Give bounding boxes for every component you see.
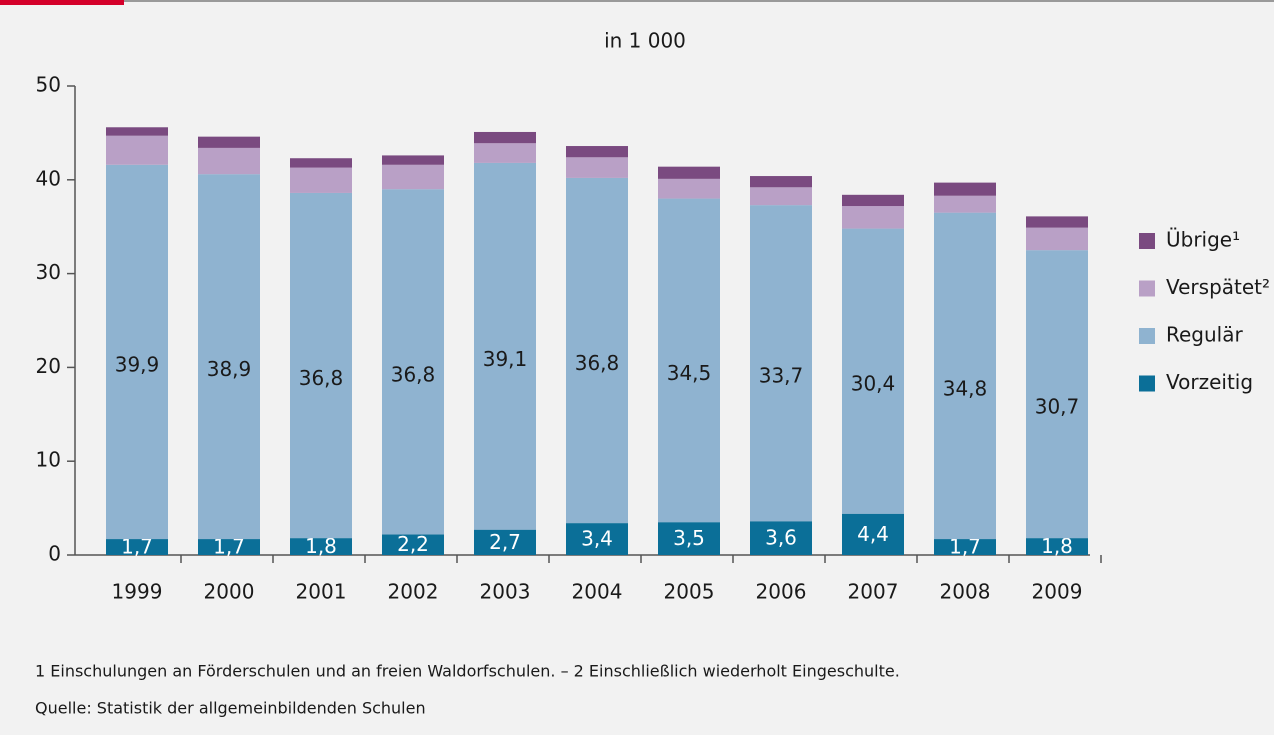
bar-segment [106, 127, 168, 136]
legend-label: Verspätet² [1166, 275, 1270, 299]
bar-segment [198, 136, 260, 148]
legend-swatch [1139, 328, 1155, 344]
bar-segment [842, 206, 904, 229]
x-tick-label: 2004 [572, 580, 623, 604]
bar-segment [474, 131, 536, 144]
chart-title: in 1 000 [604, 29, 686, 53]
bar-segment [106, 135, 168, 165]
bar-segment [934, 195, 996, 213]
bar-segment [474, 529, 536, 555]
bar-segment [290, 167, 352, 193]
x-tick-label: 2005 [664, 580, 715, 604]
data-label: 36,8 [299, 366, 344, 390]
bar-segment [934, 539, 996, 555]
y-tick-label: 40 [36, 166, 61, 190]
x-tick-label: 2009 [1032, 580, 1083, 604]
bar-segment [750, 187, 812, 206]
y-tick-label: 0 [48, 542, 61, 566]
legend-swatch [1139, 375, 1155, 392]
data-label: 36,8 [575, 351, 620, 375]
bar-segment [934, 212, 996, 540]
bar-segment [750, 205, 812, 522]
bar-segment [1026, 538, 1088, 555]
data-label: 38,9 [207, 357, 252, 381]
data-label: 34,5 [667, 361, 712, 385]
bar-segment [382, 189, 444, 535]
bar-segment [750, 176, 812, 188]
data-label: 2,2 [397, 532, 429, 556]
bar-segment [1026, 227, 1088, 251]
bar-segment [934, 182, 996, 196]
x-tick-label: 2001 [296, 580, 347, 604]
x-tick-label: 2008 [940, 580, 991, 604]
legend-label: Übrige¹ [1166, 228, 1240, 252]
data-label: 3,5 [673, 526, 705, 550]
bar-segment [566, 146, 628, 158]
y-tick-label: 10 [36, 448, 61, 472]
data-label: 39,9 [115, 352, 160, 376]
bar-segment [566, 157, 628, 178]
x-tick-label: 2000 [204, 580, 255, 604]
x-tick-label: 2007 [848, 580, 899, 604]
bar-segment [382, 164, 444, 190]
data-label: 3,4 [581, 527, 613, 551]
bar-segment [382, 534, 444, 555]
footnote: 1 Einschulungen an Förderschulen und an … [35, 662, 900, 681]
x-tick-label: 1999 [112, 580, 163, 604]
data-label: 30,4 [851, 372, 896, 396]
legend-label: Vorzeitig [1166, 370, 1253, 394]
data-label: 4,4 [857, 522, 889, 546]
x-tick-label: 2002 [388, 580, 439, 604]
bar-segment [566, 523, 628, 555]
data-label: 30,7 [1035, 395, 1080, 419]
bar-segment [198, 147, 260, 175]
bar-segment [198, 174, 260, 540]
bar-segment [842, 228, 904, 514]
bar-segment [750, 521, 812, 555]
data-label: 36,8 [391, 362, 436, 386]
accent-bar [0, 0, 124, 5]
bar-segment [106, 164, 168, 540]
bar-segment [382, 155, 444, 165]
bar-segment [474, 143, 536, 163]
data-label: 39,1 [483, 347, 528, 371]
bar-segment [658, 166, 720, 179]
top-rule [0, 0, 1274, 2]
bar-segment [290, 192, 352, 539]
bar-segment [842, 513, 904, 555]
bar-segment [474, 162, 536, 530]
bar-segment [1026, 216, 1088, 228]
bar-segment [198, 539, 260, 555]
y-tick-label: 20 [36, 354, 61, 378]
bar-segment [658, 198, 720, 523]
legend-swatch [1139, 233, 1155, 249]
bar-segment [658, 522, 720, 555]
data-label: 34,8 [943, 376, 988, 400]
bar-segment [290, 158, 352, 168]
bar-segment [290, 538, 352, 555]
y-tick-label: 30 [36, 260, 61, 284]
y-tick-label: 50 [36, 73, 61, 97]
bar-segment [658, 178, 720, 199]
source: Quelle: Statistik der allgemeinbildenden… [35, 699, 426, 718]
bar-segment [566, 177, 628, 524]
legend-label: Regulär [1166, 323, 1243, 347]
legend-swatch [1139, 280, 1155, 297]
bar-segment [106, 539, 168, 555]
bar-segment [842, 194, 904, 207]
x-tick-label: 2003 [480, 580, 531, 604]
bar-segment [1026, 250, 1088, 539]
data-label: 3,6 [765, 526, 797, 550]
data-label: 33,7 [759, 364, 804, 388]
data-label: 2,7 [489, 530, 521, 554]
x-tick-label: 2006 [756, 580, 807, 604]
